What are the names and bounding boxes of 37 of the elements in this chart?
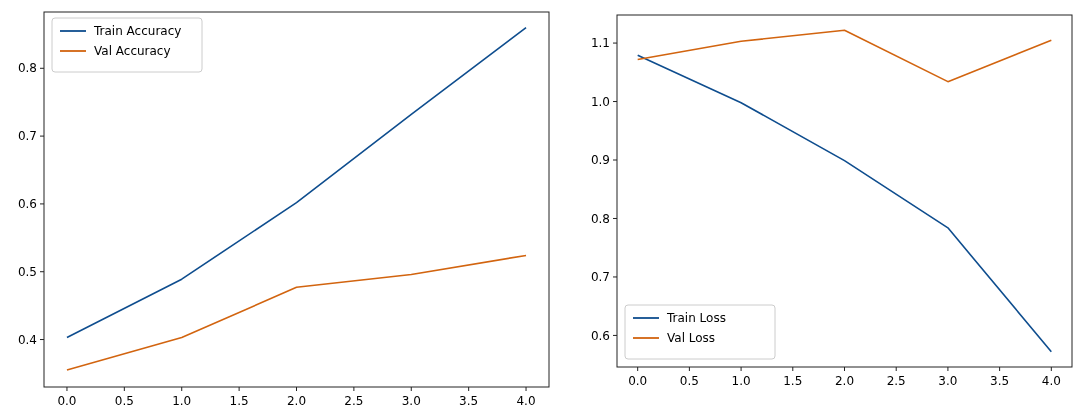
legend-label: Val Loss — [667, 331, 716, 346]
line-series — [66, 254, 527, 371]
x-tick-label: 3.0 — [401, 394, 421, 408]
x-tick-label: 0.5 — [679, 374, 699, 388]
x-tick-label: 0.5 — [114, 394, 134, 408]
x-tick-label: 1.5 — [229, 394, 249, 408]
y-tick-label: 1.0 — [590, 94, 610, 109]
x-tick-label: 4.0 — [1041, 374, 1061, 388]
line-series — [636, 29, 1053, 83]
y-tick-label: 0.6 — [590, 328, 610, 343]
legend-label: Train Accuracy — [93, 24, 182, 39]
x-tick-label: 2.5 — [886, 374, 906, 388]
x-tick-label: 1.0 — [172, 394, 192, 408]
x-tick-label: 1.0 — [731, 374, 751, 388]
y-tick-label: 0.8 — [17, 61, 37, 76]
x-tick-label: 1.5 — [783, 374, 803, 388]
y-tick-label: 0.7 — [590, 270, 610, 285]
line-series — [66, 26, 527, 339]
y-tick-label: 0.8 — [590, 211, 610, 226]
x-tick-label: 3.0 — [938, 374, 958, 388]
y-tick-label: 0.7 — [17, 129, 37, 144]
x-tick-label: 0.0 — [628, 374, 648, 388]
legend-label: Val Accuracy — [94, 44, 171, 59]
line-series — [636, 54, 1053, 353]
x-tick-label: 2.0 — [286, 394, 307, 408]
x-tick-label: 0.0 — [57, 394, 77, 408]
x-tick-label: 2.5 — [344, 394, 364, 408]
x-tick-label: 4.0 — [516, 394, 536, 408]
y-tick-label: 1.1 — [590, 36, 610, 51]
x-tick-label: 3.5 — [990, 374, 1010, 388]
y-tick-label: 0.4 — [17, 332, 37, 347]
x-tick-label: 2.0 — [834, 374, 855, 388]
y-tick-label: 0.9 — [590, 153, 610, 168]
y-tick-label: 0.6 — [17, 197, 37, 212]
y-tick-label: 0.5 — [17, 264, 37, 279]
x-tick-label: 3.5 — [459, 394, 479, 408]
legend-label: Train Loss — [666, 311, 726, 326]
